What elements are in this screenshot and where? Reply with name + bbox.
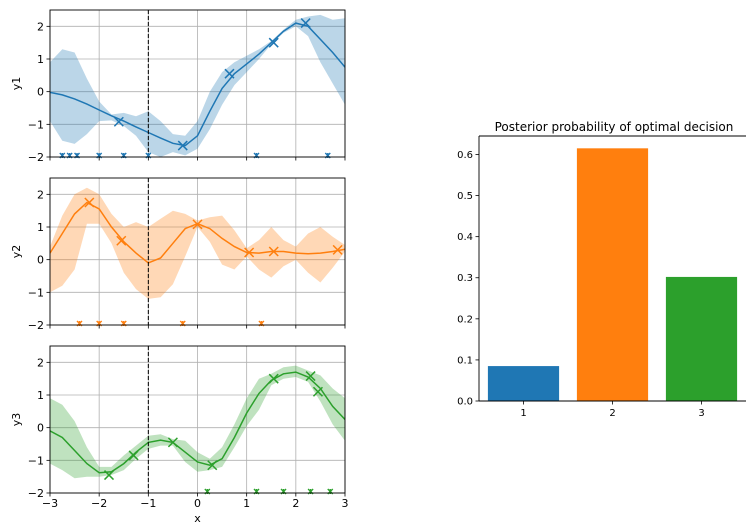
y-axis-label: y1: [10, 77, 23, 91]
y-axis-label: y3: [10, 413, 23, 427]
plot-area: [50, 346, 345, 493]
y-tick-label: 0: [37, 86, 44, 99]
observation-marker: [300, 18, 311, 29]
y-tick-label: 1: [37, 53, 44, 66]
observation-marker: [113, 116, 124, 127]
y-tick-label: 0: [37, 254, 44, 267]
y-tick-label: −2: [28, 487, 44, 500]
observation-marker-stroke: [84, 197, 95, 208]
observation-marker-stroke: [268, 373, 279, 384]
observation-marker: [332, 244, 343, 255]
confidence-band: [50, 365, 345, 479]
plot-area: [50, 178, 345, 325]
confidence-band: [50, 187, 345, 299]
y-tick-label: 1: [37, 221, 44, 234]
x-tick-label: −1: [140, 497, 156, 510]
observation-marker: [103, 470, 115, 481]
y-tick-label: −1: [28, 118, 44, 131]
observation-marker-stroke: [128, 450, 139, 461]
y-tick-label: −2: [28, 151, 44, 164]
bar-3: [665, 276, 738, 401]
y-tick-label: 2: [37, 20, 44, 33]
observation-marker-stroke: [103, 470, 115, 481]
y-tick-label: 0.2: [457, 314, 473, 325]
chart-title: Posterior probability of optimal decisio…: [495, 120, 734, 134]
y-tick-label: −2: [28, 319, 44, 332]
y-tick-label: 0: [37, 422, 44, 435]
bar-chart: 1 2 3 0.0 0.1 0.2 0.3 0.4 0.5 0.6 Posterior probab…: [457, 120, 746, 419]
y-tick-label: 2: [37, 356, 44, 369]
observation-marker-stroke: [244, 247, 255, 258]
y-tick-label: 0.5: [457, 191, 473, 202]
y-tick-label: 0.1: [457, 355, 473, 366]
observation-marker-stroke: [224, 68, 235, 79]
mean-line: [50, 22, 345, 147]
y-tick-label: −1: [28, 454, 44, 467]
y-tick-label: 0.0: [457, 397, 473, 408]
bar-2: [576, 148, 649, 401]
observation-marker: [244, 247, 255, 258]
x-tick-label: 1: [243, 497, 250, 510]
gp-panel-2: −2 −1 0 1 2 y2: [10, 177, 346, 332]
observation-marker: [116, 235, 127, 246]
observation-marker: [84, 197, 95, 208]
observation-marker: [192, 219, 203, 230]
x-tick-label: 1: [520, 408, 526, 419]
observation-marker: [268, 246, 279, 257]
observation-marker: [268, 37, 279, 48]
plot-area: [50, 10, 345, 157]
observation-marker-stroke: [332, 244, 343, 255]
x-tick-label: 2: [609, 408, 615, 419]
mean-line: [50, 371, 345, 474]
observation-marker: [207, 460, 218, 471]
observation-marker-stroke: [167, 437, 178, 448]
observation-marker-stroke: [177, 140, 188, 151]
bar-1: [487, 366, 560, 401]
observation-marker: [305, 371, 316, 382]
x-tick-label: 3: [342, 497, 349, 510]
x-tick-label: 2: [292, 497, 299, 510]
observation-marker-stroke: [312, 386, 323, 397]
observation-marker-stroke: [207, 460, 218, 471]
x-tick-label: −3: [42, 497, 58, 510]
observation-marker: [268, 373, 279, 384]
observation-marker: [167, 437, 178, 448]
x-axis-label: x: [194, 512, 201, 525]
y-axis-label: y2: [10, 245, 23, 259]
x-tick-label: 0: [194, 497, 201, 510]
gp-panel-1: −2 −1 0 1 2 y1: [10, 9, 346, 164]
observation-marker-stroke: [300, 18, 311, 29]
y-tick-label: 1: [37, 389, 44, 402]
observation-marker-stroke: [268, 246, 279, 257]
observation-marker-stroke: [305, 371, 316, 382]
observation-marker-stroke: [268, 37, 279, 48]
observation-marker-stroke: [192, 219, 203, 230]
observation-marker-stroke: [113, 116, 124, 127]
x-tick-label: −2: [91, 497, 107, 510]
observation-marker: [177, 140, 188, 151]
y-tick-label: 0.3: [457, 273, 473, 284]
y-tick-label: −1: [28, 286, 44, 299]
y-tick-label: 0.6: [457, 150, 473, 161]
y-tick-label: 2: [37, 188, 44, 201]
x-tick-label: 3: [698, 408, 704, 419]
y-tick-label: 0.4: [457, 232, 473, 243]
observation-marker: [128, 450, 139, 461]
observation-marker-stroke: [116, 235, 127, 246]
observation-marker: [224, 68, 235, 79]
observation-marker: [312, 386, 323, 397]
